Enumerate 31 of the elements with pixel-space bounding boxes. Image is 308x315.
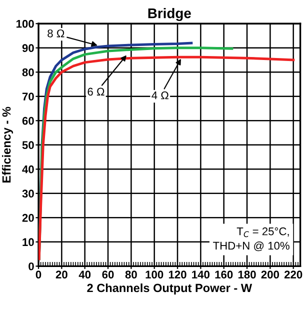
x-tick-label: 60: [102, 270, 114, 279]
y-tick-label: 70: [22, 92, 34, 101]
x-tick-label: 100: [146, 270, 164, 279]
annotation: T$_{C}$ = 25°C, THD+N @ 10%: [213, 227, 290, 252]
x-tick-label: 80: [125, 270, 137, 279]
x-tick-label: 40: [78, 270, 91, 279]
y-tick-label: 50: [22, 141, 34, 150]
y-axis-title: Efficiency - %: [2, 106, 14, 182]
annotation: 8 Ω: [48, 29, 64, 38]
x-tick-label: 220: [284, 270, 302, 279]
x-tick-label: 0: [36, 270, 42, 279]
x-tick-label: 160: [215, 270, 233, 279]
annotation: 4 Ω: [152, 91, 168, 100]
line-series: [38, 56, 295, 260]
y-tick-label: 60: [22, 116, 34, 125]
y-tick-label: 30: [22, 190, 34, 198]
y-tick-label: 90: [22, 44, 34, 52]
x-tick-label: 120: [168, 270, 186, 279]
x-tick-label: 180: [238, 270, 256, 279]
x-tick-label: 20: [56, 270, 68, 279]
y-tick-label: 0: [28, 262, 34, 270]
y-tick-label: 10: [22, 238, 34, 246]
y-tick-label: 40: [22, 165, 34, 174]
y-tick-label: 100: [16, 20, 34, 28]
y-tick-label: 80: [22, 68, 34, 76]
chart-title: Bridge: [148, 8, 191, 22]
x-axis-title: 2 Channels Output Power - W: [87, 283, 252, 294]
x-tick-label: 200: [261, 270, 279, 279]
x-tick-label: 140: [192, 270, 210, 279]
y-tick-label: 20: [22, 214, 34, 222]
annotation: 6 Ω: [88, 88, 104, 96]
